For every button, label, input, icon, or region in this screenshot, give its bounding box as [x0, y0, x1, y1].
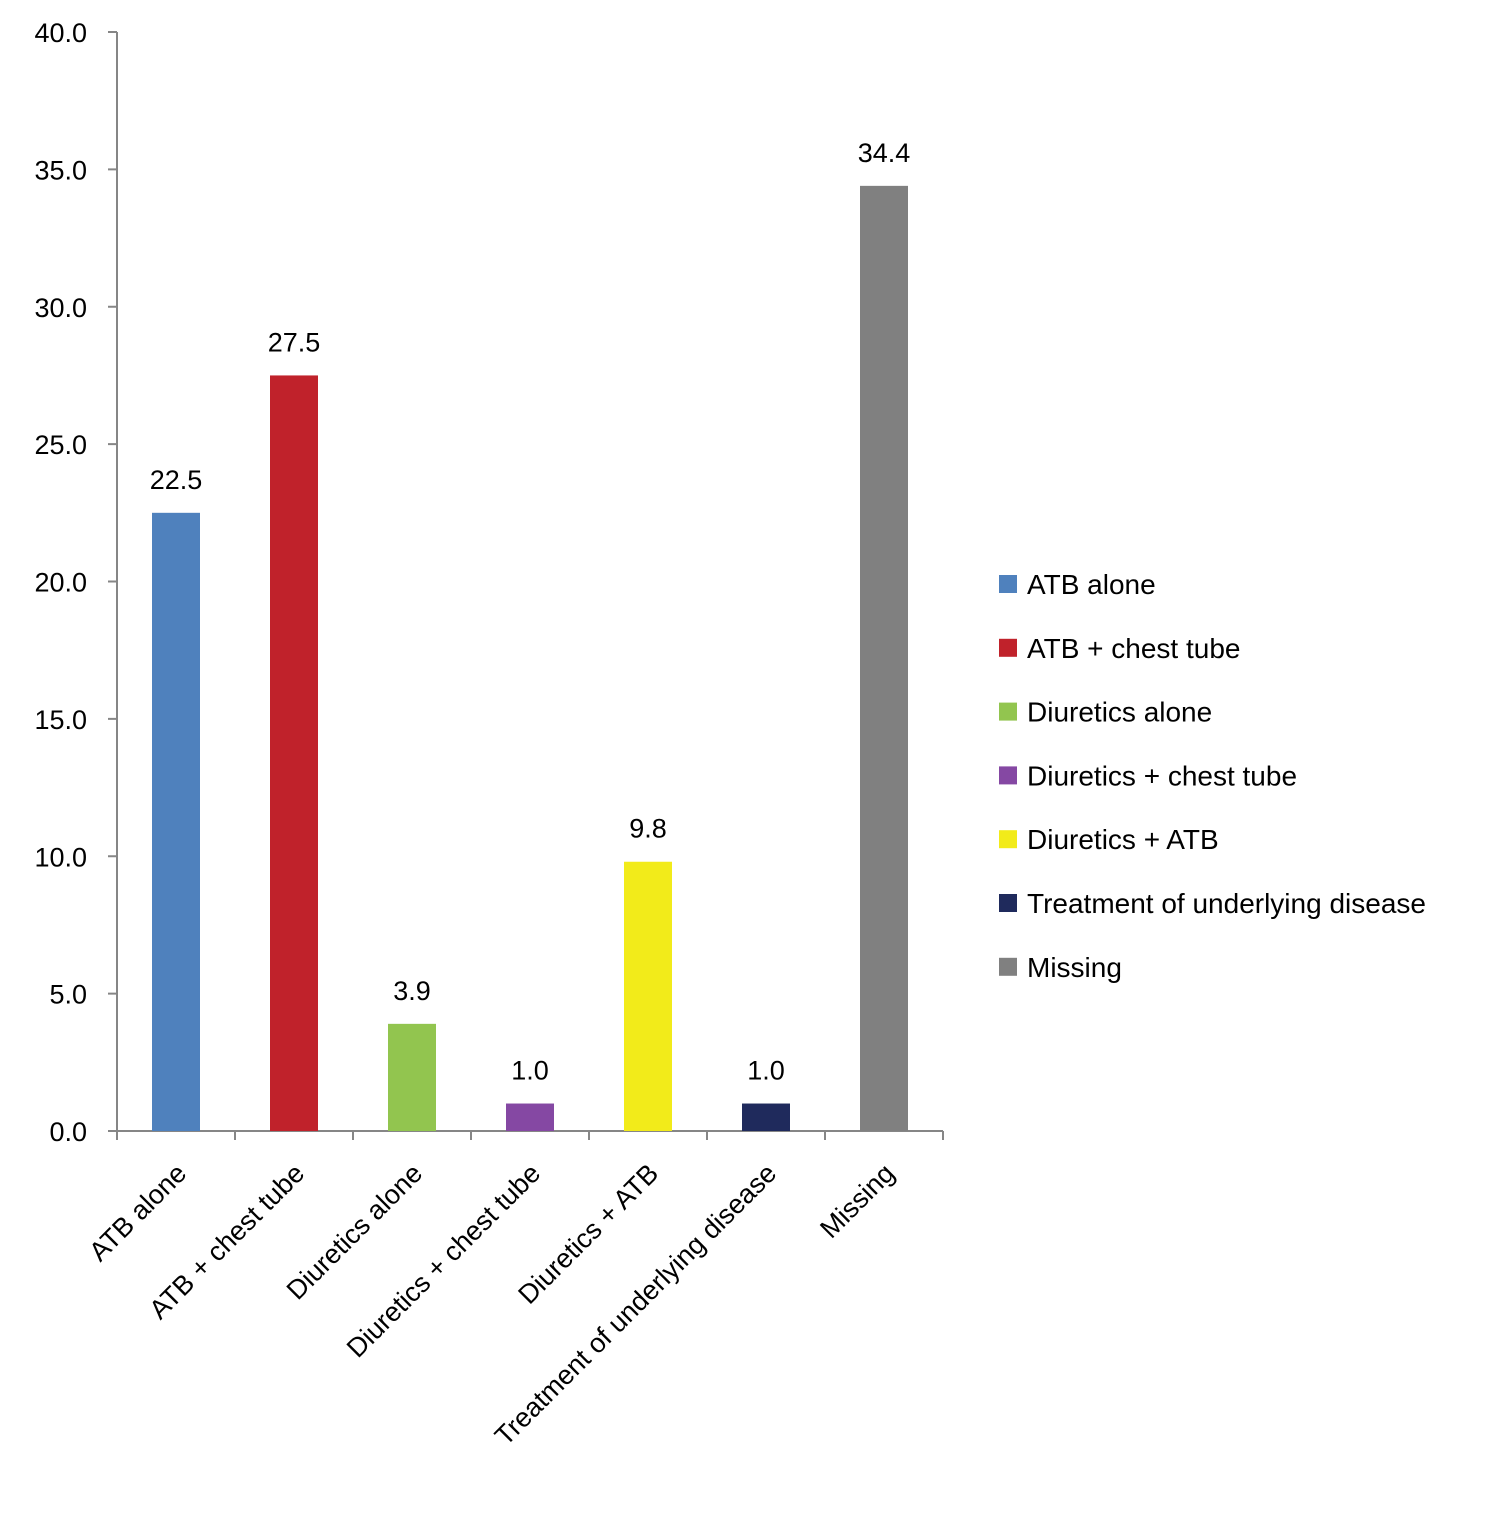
- bar-5: [624, 861, 672, 1131]
- bar-1: [152, 512, 200, 1131]
- y-tick-label: 35.0: [34, 155, 87, 185]
- data-label: 1.0: [511, 1056, 549, 1086]
- y-tick-label: 20.0: [34, 568, 87, 598]
- data-label: 1.0: [747, 1056, 785, 1086]
- legend-entry-label: Missing: [1027, 952, 1122, 983]
- legend-entry-label: ATB + chest tube: [1027, 633, 1241, 664]
- data-label: 34.4: [858, 138, 911, 168]
- bar-6: [742, 1103, 790, 1131]
- legend-entry-label: Diuretics + chest tube: [1027, 760, 1297, 791]
- y-tick-label: 10.0: [34, 842, 87, 872]
- data-label: 27.5: [268, 327, 321, 357]
- legend-swatch: [999, 894, 1017, 912]
- bar-4: [506, 1103, 554, 1131]
- y-tick-label: 25.0: [34, 430, 87, 460]
- legend-swatch: [999, 638, 1017, 657]
- x-category-label: Diuretics + chest tube: [341, 1158, 546, 1363]
- data-label: 9.8: [629, 814, 667, 844]
- y-axis: 0.0 5.0 10.0 15.0 20.0 25.0 30.0 35.0 40.0: [34, 18, 118, 1147]
- legend-entry-label: Diuretics alone: [1027, 697, 1212, 728]
- y-tick-label: 0.0: [49, 1117, 87, 1147]
- x-category-label: Missing: [814, 1158, 900, 1244]
- y-tick-label: 30.0: [34, 293, 87, 323]
- legend-swatch: [999, 830, 1017, 849]
- data-label: 22.5: [150, 465, 203, 495]
- y-tick-label: 15.0: [34, 705, 87, 735]
- bar-2: [270, 375, 318, 1131]
- legend-entry-label: ATB alone: [1027, 569, 1156, 600]
- bar-3: [388, 1023, 436, 1131]
- data-label: 3.9: [393, 976, 431, 1006]
- x-axis: [116, 1130, 944, 1140]
- bar-7: [860, 185, 908, 1132]
- legend-swatch: [999, 766, 1017, 785]
- legend-entry-label: Diuretics + ATB: [1027, 824, 1219, 855]
- legend-swatch: [999, 957, 1017, 976]
- legend: ATB alone ATB + chest tube Diuretics alone…: [999, 569, 1426, 983]
- bars: [152, 185, 908, 1132]
- y-tick-label: 40.0: [34, 18, 87, 48]
- legend-swatch: [999, 702, 1017, 721]
- y-tick-label: 5.0: [49, 980, 87, 1010]
- data-labels: 22.5 27.5 3.9 1.0 9.8 1.0 34.4: [150, 138, 911, 1086]
- legend-swatch: [999, 575, 1017, 593]
- legend-entry-label: Treatment of underlying disease: [1027, 888, 1426, 919]
- x-category-label: ATB alone: [83, 1158, 192, 1267]
